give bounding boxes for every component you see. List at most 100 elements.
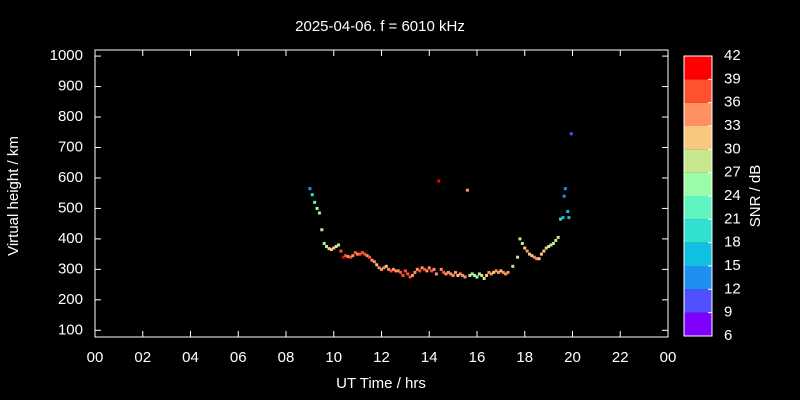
colorbar-tick-label: 39 xyxy=(724,70,741,87)
colorbar-segment xyxy=(684,219,712,243)
data-point xyxy=(444,272,448,276)
data-point xyxy=(551,241,555,245)
data-point xyxy=(372,260,376,264)
colorbar-label: SNR / dB xyxy=(747,165,764,228)
data-point xyxy=(382,266,386,270)
data-point xyxy=(403,269,407,273)
colorbar-segment xyxy=(684,172,712,196)
data-point xyxy=(377,266,381,270)
data-point xyxy=(547,245,551,249)
x-tick-label: 04 xyxy=(182,349,199,366)
data-point xyxy=(368,255,372,259)
chart-title: 2025-04-06. f = 6010 kHz xyxy=(295,18,465,35)
y-tick-label: 1000 xyxy=(50,47,83,64)
data-point xyxy=(516,255,520,259)
data-point xyxy=(346,255,350,259)
x-tick-label: 10 xyxy=(325,349,342,366)
data-point xyxy=(562,194,566,198)
colorbar-tick-label: 33 xyxy=(724,117,741,134)
colorbar-segment xyxy=(684,266,712,290)
data-point xyxy=(389,269,393,273)
data-point xyxy=(475,275,479,279)
data-point xyxy=(458,272,462,276)
data-point xyxy=(566,209,570,213)
data-point xyxy=(394,269,398,273)
data-point xyxy=(468,273,472,277)
data-point xyxy=(465,188,469,192)
data-point xyxy=(408,275,412,279)
colorbar-tick-label: 21 xyxy=(724,210,741,227)
y-tick-label: 500 xyxy=(58,199,83,216)
y-tick-label: 300 xyxy=(58,260,83,277)
data-point xyxy=(470,272,474,276)
data-point xyxy=(506,270,510,274)
data-point xyxy=(492,270,496,274)
data-point xyxy=(446,270,450,274)
data-point xyxy=(537,257,541,261)
data-point xyxy=(422,267,426,271)
data-point xyxy=(399,270,403,274)
data-point xyxy=(554,238,558,242)
data-point xyxy=(485,273,489,277)
colorbar-tick-label: 36 xyxy=(724,94,741,111)
x-tick-label: 06 xyxy=(230,349,247,366)
data-point xyxy=(396,269,400,273)
data-point xyxy=(442,270,446,274)
x-tick-label: 16 xyxy=(469,349,486,366)
y-tick-label: 400 xyxy=(58,230,83,247)
data-point xyxy=(334,245,338,249)
data-point xyxy=(322,241,326,245)
y-tick-label: 200 xyxy=(58,291,83,308)
colorbar-segment xyxy=(684,79,712,103)
data-point xyxy=(339,249,343,253)
data-point xyxy=(329,248,333,252)
data-point xyxy=(413,270,417,274)
y-tick-label: 100 xyxy=(58,321,83,338)
x-tick-label: 02 xyxy=(134,349,151,366)
y-tick-label: 600 xyxy=(58,169,83,186)
data-point xyxy=(496,270,500,274)
data-point xyxy=(332,246,336,250)
data-point xyxy=(384,264,388,268)
data-point xyxy=(310,193,314,197)
data-point xyxy=(477,272,481,276)
data-point xyxy=(348,255,352,259)
colorbar-tick-label: 30 xyxy=(724,140,741,157)
colorbar-segment xyxy=(684,312,712,336)
data-point xyxy=(499,269,503,273)
y-tick-label: 800 xyxy=(58,108,83,125)
data-point xyxy=(501,270,505,274)
data-point xyxy=(456,273,460,277)
data-point xyxy=(539,252,543,256)
data-point xyxy=(317,211,321,215)
data-point xyxy=(406,272,410,276)
data-point xyxy=(563,187,567,191)
data-point xyxy=(313,200,317,204)
y-tick-label: 900 xyxy=(58,78,83,95)
data-point xyxy=(561,216,565,220)
x-tick-label: 00 xyxy=(87,349,104,366)
data-point xyxy=(523,246,527,250)
data-point xyxy=(411,273,415,277)
data-point xyxy=(420,266,424,270)
data-point xyxy=(542,249,546,253)
colorbar-segment xyxy=(684,196,712,220)
data-point xyxy=(380,267,383,271)
data-point xyxy=(556,235,560,239)
data-point xyxy=(320,228,324,232)
data-point xyxy=(549,243,553,247)
colorbar-tick-label: 18 xyxy=(724,234,741,251)
data-point xyxy=(308,187,312,191)
colorbar-segment xyxy=(684,126,712,150)
colorbar-tick-label: 24 xyxy=(724,187,741,204)
data-point xyxy=(439,267,443,271)
colorbar-segment xyxy=(684,149,712,173)
data-point xyxy=(530,254,534,258)
data-point xyxy=(353,251,357,255)
data-point xyxy=(482,277,486,281)
data-point xyxy=(451,273,455,277)
data-point xyxy=(341,255,345,259)
colorbar-segment xyxy=(684,56,712,80)
colorbar-tick-label: 15 xyxy=(724,257,741,274)
